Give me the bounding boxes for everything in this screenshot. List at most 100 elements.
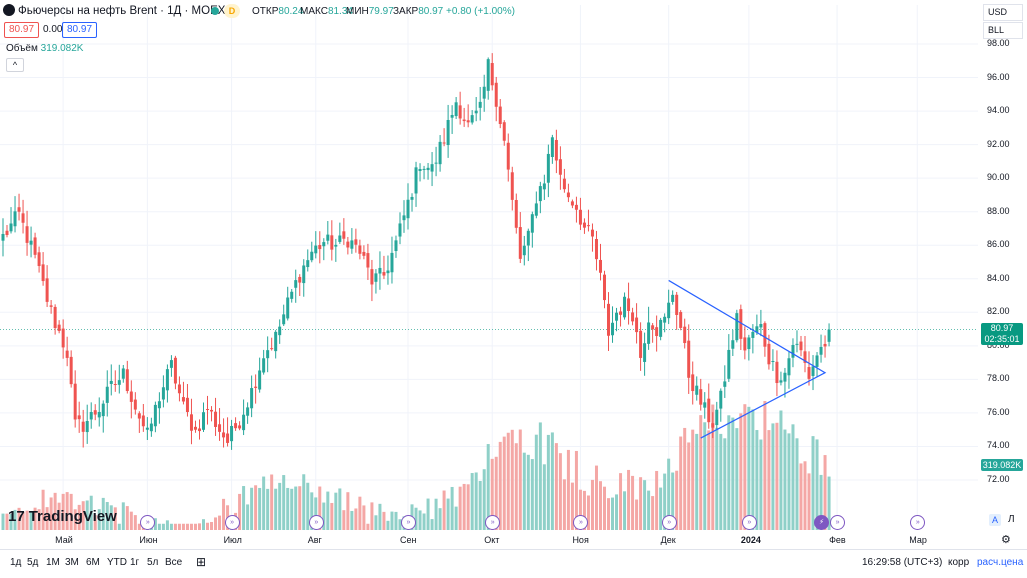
volume-bar [169,523,173,530]
candle-body [607,303,611,336]
clock-time[interactable]: 16:29:58 (UTC+3) [862,557,943,568]
event-marker-icon[interactable]: » [224,515,240,530]
volume-bar [125,506,129,530]
volume-bar [1,513,5,530]
event-marker-icon[interactable]: » [661,515,677,530]
unit-selector[interactable]: BLL [983,22,1023,39]
candle-body [506,142,510,170]
candle-body [803,351,807,363]
bid-button[interactable]: 80.97 [4,22,40,38]
event-marker-icon[interactable]: » [910,515,926,530]
tradingview-logo[interactable]: 17 TradingView [8,508,117,525]
volume-bar [430,519,434,530]
volume-bar [57,502,61,530]
triangle-drawing[interactable] [668,279,827,439]
price-axis-label: 90.00 [987,172,1010,183]
candle-body [354,239,358,245]
volume-bar [486,444,490,530]
candle-body [105,386,109,403]
calendar-range-icon[interactable]: ⊞ [196,555,207,569]
volume-bar [65,492,69,530]
event-marker-icon[interactable]: » [308,515,324,530]
range-button[interactable]: YTD [107,557,127,568]
candle-body [783,372,787,382]
auto-scale-button[interactable]: A [989,514,1001,526]
symbol-title[interactable]: Фьючерсы на нефть Brent · 1Д · MOEX [18,5,226,17]
candle-body [735,313,739,341]
event-marker-icon[interactable]: » [741,515,757,530]
candle-body [250,388,254,409]
candle-body [177,384,181,394]
volume-bar [202,519,205,530]
range-button[interactable]: 3М [65,557,79,568]
candle-body [242,414,246,431]
volume-bar [378,503,382,530]
volume-bar [466,484,470,530]
spread-value: 0.00 [43,24,63,35]
candle-body [386,270,390,274]
candle-body [346,241,350,248]
volume-bar [218,515,222,530]
volume-bar [731,417,735,530]
event-marker-icon[interactable]: » [485,515,501,530]
volume-bar [426,498,430,530]
candle-body [422,168,426,170]
candle-body [101,403,105,417]
event-marker-icon[interactable]: » [830,515,846,530]
candle-body [823,343,827,347]
lightning-event-icon[interactable]: ⚡ [814,515,830,530]
volume-bar [699,415,703,530]
candle-body [687,340,691,378]
adjust-toggle[interactable]: корр [948,557,970,568]
volume-bar [763,401,767,530]
price-axis-label: 92.00 [987,138,1010,149]
candle-body [25,226,29,243]
price-axis-label: 76.00 [987,406,1010,417]
candle-body [699,389,703,405]
volume-bar [282,475,286,530]
collapse-legend-button[interactable]: ^ [6,58,24,72]
price-chart[interactable] [0,0,1027,550]
currency-selector[interactable]: USD [983,4,1023,21]
range-button[interactable]: 1М [46,557,60,568]
range-button[interactable]: 6М [86,557,100,568]
volume-bar [446,498,450,530]
settings-gear-icon[interactable]: ⚙ [1001,534,1011,546]
event-marker-icon[interactable]: » [573,515,589,530]
volume-bar [811,436,815,530]
range-button[interactable]: 5л [147,557,159,568]
candle-body [77,415,81,420]
log-scale-button[interactable]: Л [1008,514,1015,525]
candle-body [466,120,470,123]
event-marker-icon[interactable]: » [140,515,156,530]
candle-body [743,337,747,351]
candle-body [322,242,326,247]
volume-bar [450,486,454,530]
volume-bar [807,473,811,530]
volume-bar [210,521,214,530]
volume-bar [679,436,683,530]
candle-body [631,312,635,322]
delayed-badge[interactable]: D [224,4,240,18]
candle-body [434,162,438,164]
range-button[interactable]: 1д [10,557,22,568]
candle-body [206,409,210,411]
volume-legend[interactable]: Объём 319.082K [6,43,83,54]
range-button[interactable]: Все [165,557,183,568]
candle-body [763,323,767,347]
volume-bar [394,511,398,530]
candle-body [121,368,125,379]
volume-bar [418,510,422,530]
ask-button[interactable]: 80.97 [62,22,98,38]
settlement-toggle[interactable]: расч.цена [977,557,1024,568]
event-marker-icon[interactable]: » [401,515,416,530]
volume-bar [570,482,574,530]
volume-bar [659,487,663,530]
candle-body [767,343,771,365]
range-button[interactable]: 1г [130,557,140,568]
candle-body [97,411,101,418]
candle-body [45,278,49,302]
range-button[interactable]: 5д [27,557,39,568]
candle-body [378,267,382,274]
candle-body [478,101,482,108]
